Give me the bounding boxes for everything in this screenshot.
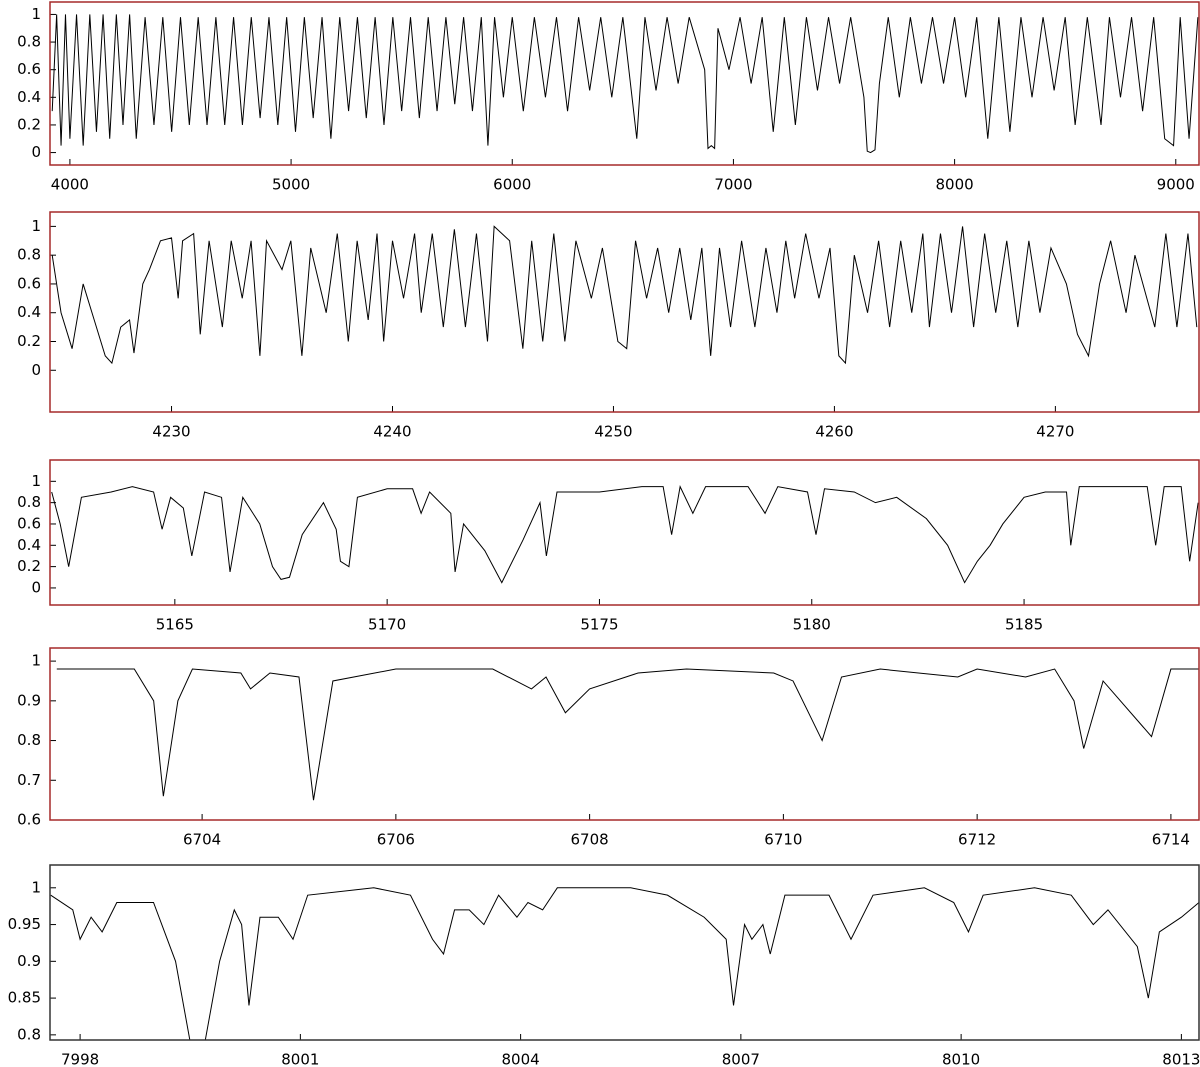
y-tick-label: 0.2 (17, 115, 41, 133)
x-tick-label: 5185 (1005, 616, 1043, 634)
spectrum-line (51, 225, 1198, 365)
x-tick-label: 5165 (156, 616, 194, 634)
x-tick-label: 6000 (493, 176, 531, 194)
x-tick-label: 4000 (51, 176, 89, 194)
y-tick-label: 1 (31, 5, 41, 23)
y-tick-label: 0.8 (17, 1025, 41, 1043)
y-tick-label: 0 (31, 361, 41, 379)
y-tick-label: 0.8 (17, 731, 41, 749)
y-tick-label: 0.2 (17, 332, 41, 350)
x-tick-label: 6706 (377, 831, 415, 849)
x-tick-label: 6710 (764, 831, 802, 849)
spectrum-line (56, 668, 1199, 801)
y-tick-label: 1 (31, 878, 41, 896)
plot-frame (49, 211, 1200, 413)
y-tick-label: 0.6 (17, 811, 41, 829)
plot-frame (49, 1, 1200, 166)
x-tick-label: 8001 (281, 1051, 319, 1067)
y-tick-label: 0.4 (17, 303, 41, 321)
y-tick-label: 0.6 (17, 514, 41, 532)
x-tick-label: 4260 (815, 423, 853, 441)
plot-frame (49, 864, 1200, 1041)
spectrum-line (50, 887, 1199, 1040)
y-tick-label: 1 (31, 652, 41, 670)
y-tick-label: 0.4 (17, 88, 41, 106)
y-tick-label: 0.6 (17, 60, 41, 78)
x-tick-label: 5180 (793, 616, 831, 634)
x-tick-label: 6708 (571, 831, 609, 849)
x-tick-label: 8010 (942, 1051, 980, 1067)
x-tick-label: 7000 (714, 176, 752, 194)
x-tick-label: 4240 (373, 423, 411, 441)
y-tick-label: 0.8 (17, 246, 41, 264)
x-tick-label: 9000 (1157, 176, 1195, 194)
y-tick-label: 1 (31, 472, 41, 490)
y-tick-label: 0.9 (17, 952, 41, 970)
y-tick-label: 0.8 (17, 493, 41, 511)
x-tick-label: 7998 (61, 1051, 99, 1067)
x-tick-label: 5175 (580, 616, 618, 634)
x-tick-label: 8000 (936, 176, 974, 194)
x-tick-label: 4230 (152, 423, 190, 441)
plot-frame (49, 459, 1200, 606)
y-tick-label: 0 (31, 578, 41, 596)
x-tick-label: 8013 (1162, 1051, 1200, 1067)
x-tick-label: 4270 (1036, 423, 1074, 441)
x-tick-label: 5170 (368, 616, 406, 634)
x-tick-label: 6714 (1152, 831, 1190, 849)
spectrum-line (51, 485, 1199, 584)
x-tick-label: 5000 (272, 176, 310, 194)
x-tick-label: 8004 (502, 1051, 540, 1067)
y-tick-label: 0.6 (17, 274, 41, 292)
y-tick-label: 0.2 (17, 557, 41, 575)
y-tick-label: 1 (31, 217, 41, 235)
y-tick-label: 0.8 (17, 33, 41, 51)
y-tick-label: 0 (31, 143, 41, 161)
x-tick-label: 8007 (722, 1051, 760, 1067)
y-tick-label: 0.85 (8, 989, 41, 1007)
panel: 0 0.2 0.4 0.6 0.8 1 4230 4240 4250 4260 4270 (17, 211, 1200, 441)
y-tick-label: 0.4 (17, 536, 41, 554)
x-tick-label: 6712 (958, 831, 996, 849)
panel: 0.6 0.7 0.8 0.9 1 6704 6706 6708 6710 6712 6714 (17, 647, 1200, 849)
x-tick-label: 6704 (183, 831, 221, 849)
spectrum-line (51, 14, 1199, 154)
x-tick-label: 4250 (594, 423, 632, 441)
plot-frame (49, 647, 1200, 821)
panel: 0 0.2 0.4 0.6 0.8 1 5165 5170 5175 5180 5185 (17, 459, 1200, 634)
y-tick-label: 0.7 (17, 771, 41, 789)
y-tick-label: 0.9 (17, 691, 41, 709)
panel: 0.8 0.85 0.9 0.95 1 7998 8001 8004 8007 8010 8013 (8, 864, 1200, 1067)
panel: 0 0.2 0.4 0.6 0.8 1 4000 5000 6000 7000 8000 9000 (17, 1, 1200, 194)
y-tick-label: 0.95 (8, 915, 41, 933)
